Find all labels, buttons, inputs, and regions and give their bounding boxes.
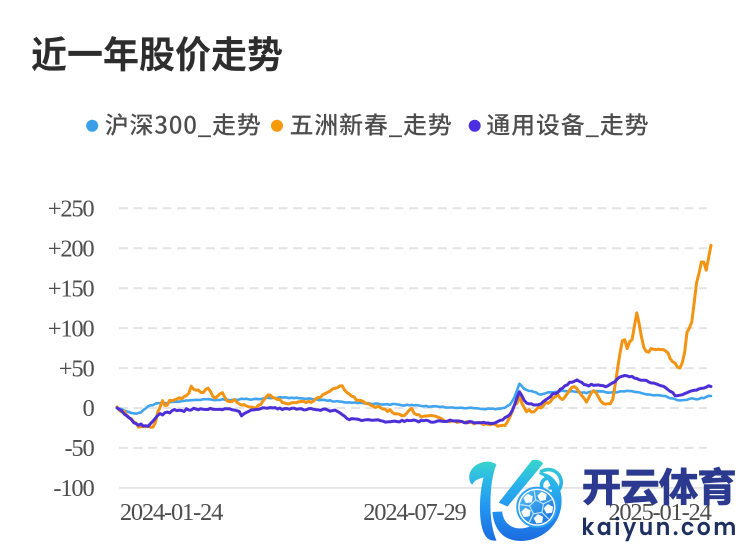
svg-text:-50: -50	[64, 435, 94, 462]
svg-text:+250: +250	[48, 196, 95, 223]
svg-text:2024-01-24: 2024-01-24	[120, 499, 223, 526]
svg-text:+100: +100	[48, 315, 95, 342]
svg-text:-100: -100	[53, 475, 94, 502]
svg-text:2024-07-29: 2024-07-29	[363, 499, 466, 526]
svg-text:+50: +50	[59, 355, 95, 382]
svg-text:+150: +150	[48, 275, 95, 302]
svg-text:+200: +200	[48, 236, 95, 263]
svg-text:0: 0	[82, 395, 94, 422]
svg-text:2025-01-24: 2025-01-24	[608, 499, 711, 526]
